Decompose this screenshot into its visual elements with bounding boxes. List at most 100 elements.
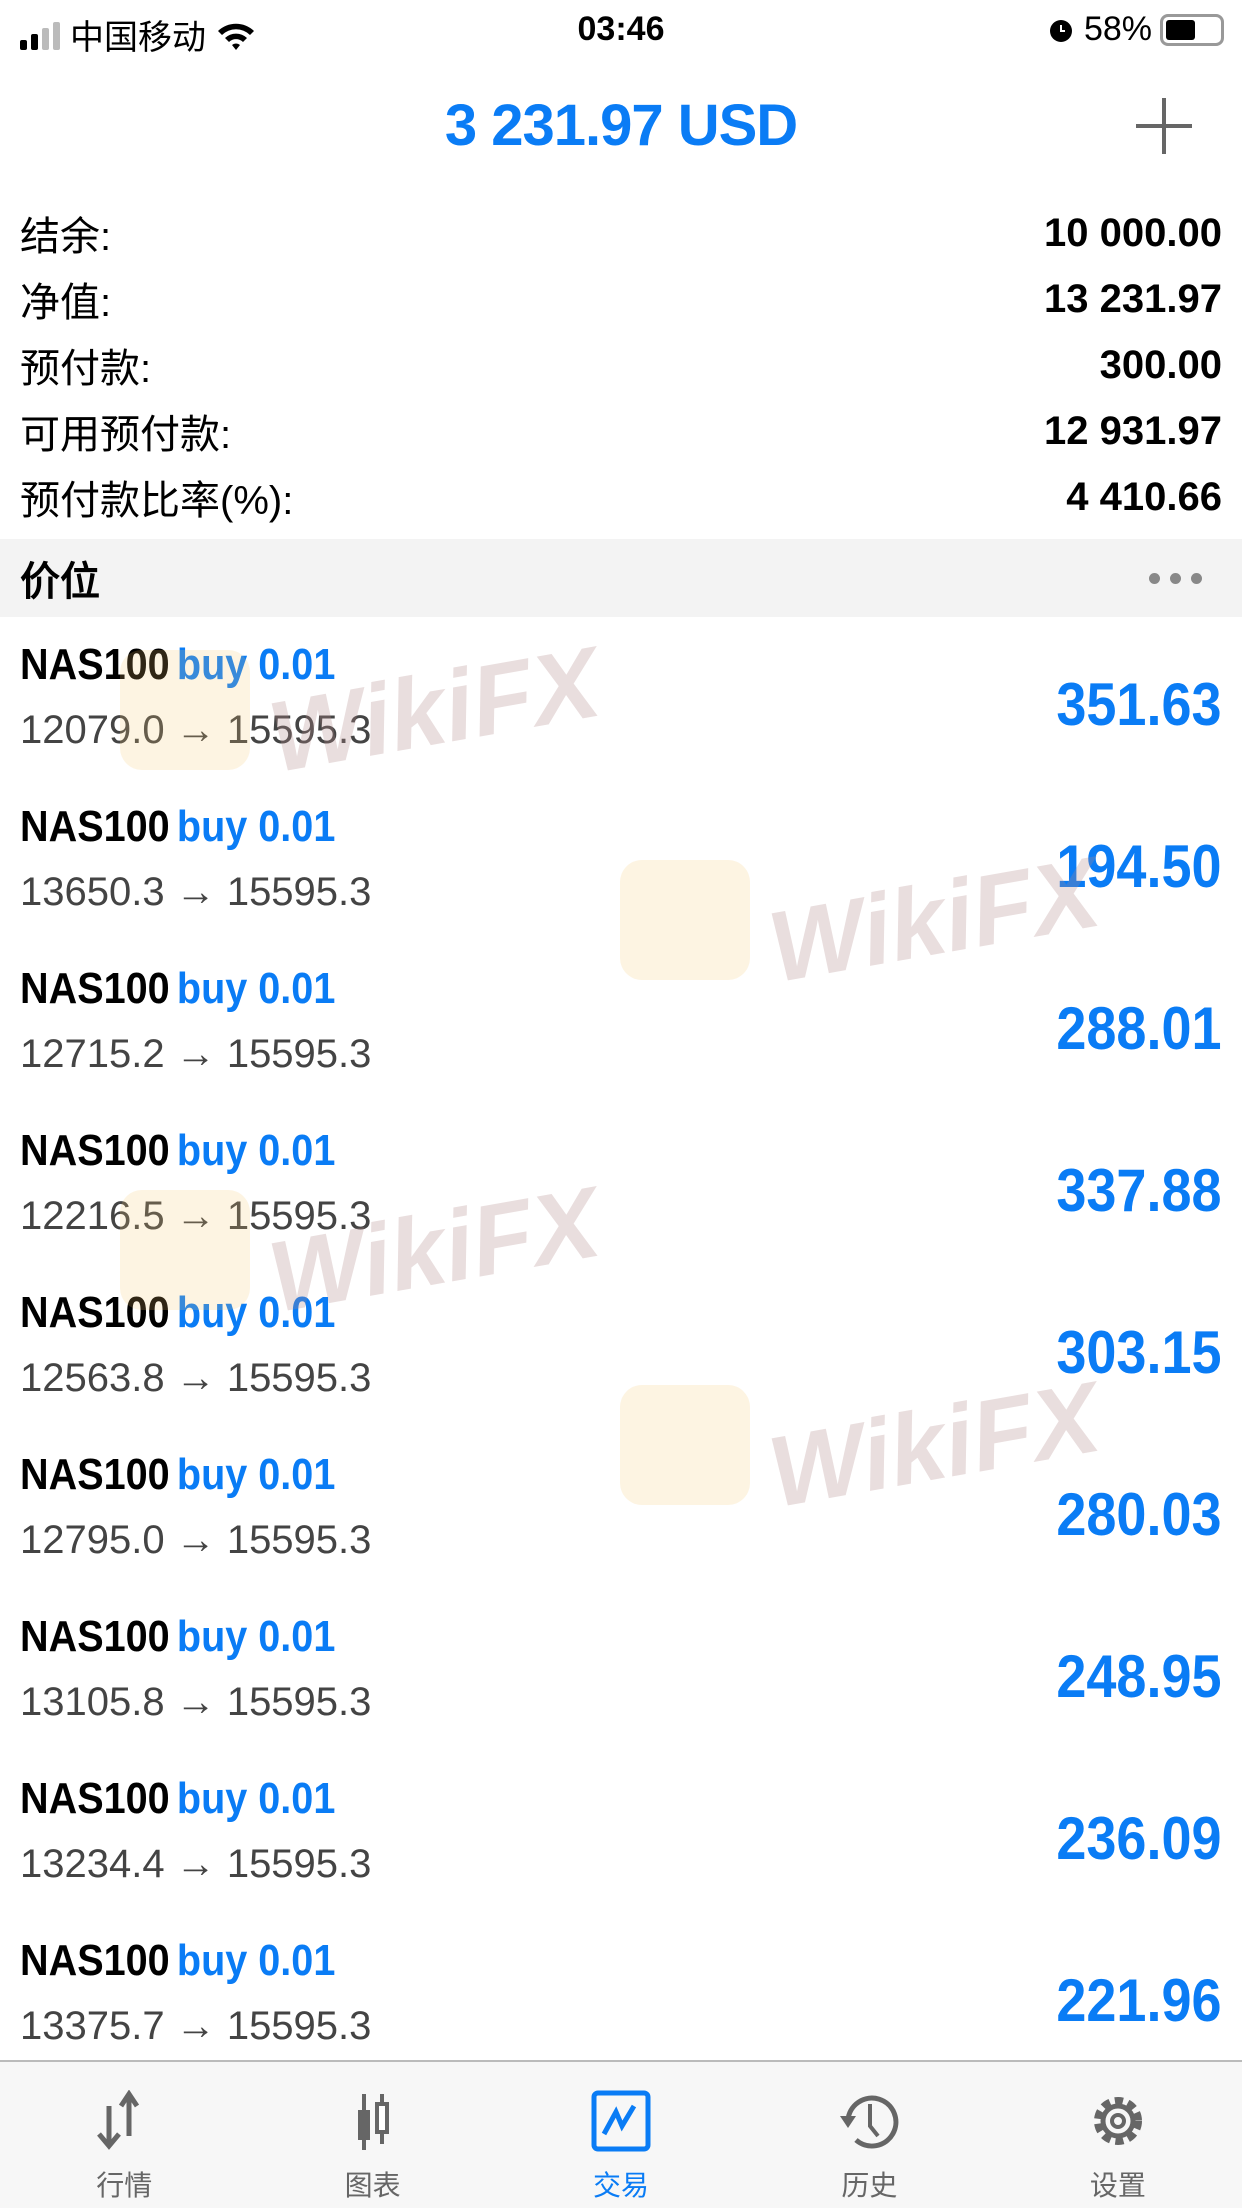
summary-label: 预付款比率(%): [20, 479, 294, 523]
battery-icon [1160, 13, 1224, 46]
position-prices: 13105.8 → 15595.3 [20, 1680, 372, 1724]
trade-chart-icon [591, 2090, 651, 2152]
position-prices: 13375.7 → 15595.3 [20, 2004, 372, 2048]
plus-icon[interactable] [1136, 98, 1192, 154]
position-type: buy 0.01 [176, 1288, 336, 1337]
tab-label: 交易 [593, 2170, 650, 2201]
summary-value: 10 000.00 [1044, 210, 1222, 255]
position-row[interactable]: NAS100 buy 0.01 12216.5 → 15595.3 337.88 [0, 1106, 1242, 1268]
account-profit-title: 3 231.97 USD [444, 93, 798, 158]
position-title: NAS100 buy 0.01 [20, 1126, 335, 1176]
position-profit: 280.03 [1056, 1481, 1222, 1548]
position-symbol: NAS100 [20, 1450, 170, 1499]
position-prices: 12563.8 → 15595.3 [20, 1356, 372, 1400]
position-type: buy 0.01 [176, 1450, 336, 1499]
position-title: NAS100 buy 0.01 [20, 1612, 335, 1662]
position-row[interactable]: NAS100 buy 0.01 13105.8 → 15595.3 248.95 [0, 1592, 1242, 1754]
position-title: NAS100 buy 0.01 [20, 1288, 335, 1338]
position-title: NAS100 buy 0.01 [20, 640, 335, 690]
summary-label: 可用预付款: [20, 413, 232, 457]
position-row[interactable]: NAS100 buy 0.01 12795.0 → 15595.3 280.03 [0, 1430, 1242, 1592]
position-type: buy 0.01 [176, 802, 336, 851]
more-dots-icon[interactable] [1149, 572, 1202, 584]
summary-row-equity: 净值: 13 231.97 [20, 266, 1222, 332]
position-row[interactable]: NAS100 buy 0.01 13234.4 → 15595.3 236.09 [0, 1754, 1242, 1916]
alarm-icon [1049, 19, 1072, 42]
position-profit: 303.15 [1056, 1319, 1222, 1386]
position-title: NAS100 buy 0.01 [20, 1774, 335, 1824]
summary-row-margin: 预付款: 300.00 [20, 332, 1222, 398]
position-prices: 12079.0 → 15595.3 [20, 708, 372, 752]
battery-percent: 58% [1083, 10, 1152, 48]
position-profit: 236.09 [1056, 1805, 1222, 1872]
position-symbol: NAS100 [20, 640, 170, 689]
position-row[interactable]: NAS100 buy 0.01 12079.0 → 15595.3 351.63 [0, 620, 1242, 782]
position-row[interactable]: NAS100 buy 0.01 13375.7 → 15595.3 221.96 [0, 1916, 1242, 2078]
position-profit: 337.88 [1056, 1157, 1222, 1224]
position-prices: 13234.4 → 15595.3 [20, 1842, 372, 1886]
position-row[interactable]: NAS100 buy 0.01 12715.2 → 15595.3 288.01 [0, 944, 1242, 1106]
position-prices: 12715.2 → 15595.3 [20, 1032, 372, 1076]
summary-label: 结余: [20, 215, 112, 259]
summary-row-margin-level: 预付款比率(%): 4 410.66 [20, 464, 1222, 530]
history-clock-icon [840, 2095, 899, 2149]
header: 3 231.97 USD [0, 80, 1242, 170]
positions-list: NAS100 buy 0.01 12079.0 → 15595.3 351.63 N… [0, 620, 1242, 2078]
tab-charts[interactable]: 图表 [248, 2062, 496, 2208]
position-profit: 288.01 [1056, 995, 1222, 1062]
position-title: NAS100 buy 0.01 [20, 1450, 335, 1500]
status-bar: 中国移动 03:46 58% [0, 0, 1242, 62]
position-symbol: NAS100 [20, 964, 170, 1013]
position-symbol: NAS100 [20, 1126, 170, 1175]
summary-row-free-margin: 可用预付款: 12 931.97 [20, 398, 1222, 464]
position-type: buy 0.01 [176, 640, 336, 689]
position-profit: 248.95 [1056, 1643, 1222, 1710]
tab-label: 图表 [344, 2170, 401, 2201]
positions-section-header: 价位 [0, 539, 1242, 617]
section-title: 价位 [20, 560, 100, 604]
tab-label: 设置 [1089, 2170, 1146, 2201]
tab-settings[interactable]: 设置 [994, 2062, 1242, 2208]
position-profit: 221.96 [1056, 1967, 1222, 2034]
position-prices: 13650.3 → 15595.3 [20, 870, 372, 914]
signal-icon [20, 20, 60, 50]
summary-label: 净值: [20, 281, 112, 325]
position-profit: 351.63 [1056, 671, 1222, 738]
position-type: buy 0.01 [176, 964, 336, 1013]
position-prices: 12216.5 → 15595.3 [20, 1194, 372, 1238]
tab-label: 历史 [841, 2170, 898, 2201]
position-symbol: NAS100 [20, 1288, 170, 1337]
tab-label: 行情 [96, 2170, 153, 2201]
tab-bar: 行情 图表 交易 历史 设置 [0, 2060, 1242, 2208]
summary-label: 预付款: [20, 347, 152, 391]
tab-quotes[interactable]: 行情 [0, 2062, 248, 2208]
account-summary: 结余: 10 000.00 净值: 13 231.97 预付款: 300.00 可用预… [20, 200, 1222, 530]
wifi-icon [218, 23, 254, 50]
position-row[interactable]: NAS100 buy 0.01 13650.3 → 15595.3 194.50 [0, 782, 1242, 944]
settings-gear-icon [1093, 2097, 1142, 2145]
position-symbol: NAS100 [20, 1936, 170, 1985]
tab-history[interactable]: 历史 [745, 2062, 993, 2208]
clock: 03:46 [577, 10, 665, 48]
position-title: NAS100 buy 0.01 [20, 964, 335, 1014]
summary-value: 4 410.66 [1066, 474, 1222, 519]
position-symbol: NAS100 [20, 802, 170, 851]
summary-value: 13 231.97 [1044, 276, 1222, 321]
tab-trade[interactable]: 交易 [497, 2062, 745, 2208]
position-title: NAS100 buy 0.01 [20, 1936, 335, 1986]
summary-value: 300.00 [1099, 342, 1222, 387]
carrier-name: 中国移动 [70, 19, 206, 57]
position-type: buy 0.01 [176, 1936, 336, 1985]
quotes-arrows-icon [97, 2090, 140, 2150]
position-type: buy 0.01 [176, 1126, 336, 1175]
position-type: buy 0.01 [176, 1612, 336, 1661]
position-title: NAS100 buy 0.01 [20, 802, 335, 852]
candlestick-chart-icon [357, 2094, 389, 2150]
position-profit: 194.50 [1056, 833, 1222, 900]
position-symbol: NAS100 [20, 1774, 170, 1823]
position-symbol: NAS100 [20, 1612, 170, 1661]
summary-value: 12 931.97 [1044, 408, 1222, 453]
position-type: buy 0.01 [176, 1774, 336, 1823]
position-row[interactable]: NAS100 buy 0.01 12563.8 → 15595.3 303.15 [0, 1268, 1242, 1430]
summary-row-balance: 结余: 10 000.00 [20, 200, 1222, 266]
